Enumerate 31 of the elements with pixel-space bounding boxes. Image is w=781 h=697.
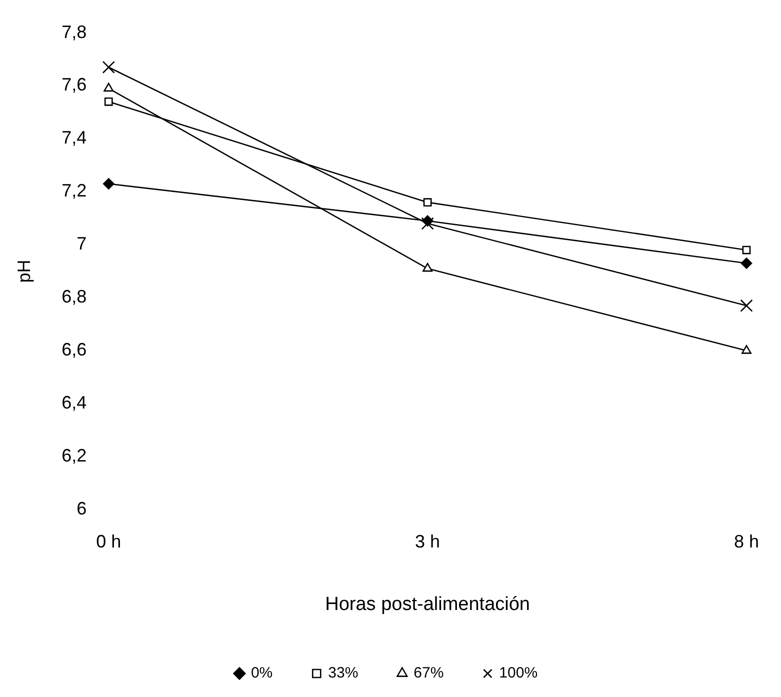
point [742, 246, 751, 254]
legend-label: 67% [414, 664, 444, 682]
y-tick-label: 6,6 [62, 340, 87, 360]
legend-label: 33% [328, 664, 358, 682]
y-tick-label: 7 [76, 234, 87, 254]
point [102, 178, 114, 190]
point [421, 217, 434, 230]
y-tick-label: 7,6 [62, 74, 87, 95]
y-axis-title: pH [14, 260, 34, 283]
x-tick-label: 0 h [96, 531, 122, 552]
y-tick-label: 7,4 [62, 128, 87, 148]
legend-label: 100% [499, 664, 538, 682]
point [423, 198, 432, 207]
point [740, 299, 753, 312]
y-tick-label: 7,2 [62, 180, 87, 201]
point [740, 258, 752, 269]
y-tick-label: 6,4 [62, 392, 87, 413]
y-tick-label: 6 [76, 498, 87, 519]
y-tick-label: 6,8 [62, 286, 87, 307]
point [104, 82, 114, 92]
y-tick-label: 7,8 [62, 22, 87, 42]
point [102, 60, 115, 74]
point [422, 215, 434, 227]
point [742, 345, 752, 354]
x-axis-title: Horas post-alimentación [325, 594, 530, 615]
point [104, 97, 113, 106]
x-tick-label: 8 h [734, 531, 760, 552]
legend-label: 0% [250, 664, 273, 682]
point [422, 262, 433, 272]
y-tick-label: 6,2 [62, 446, 87, 466]
x-tick-label: 3 h [415, 531, 440, 552]
